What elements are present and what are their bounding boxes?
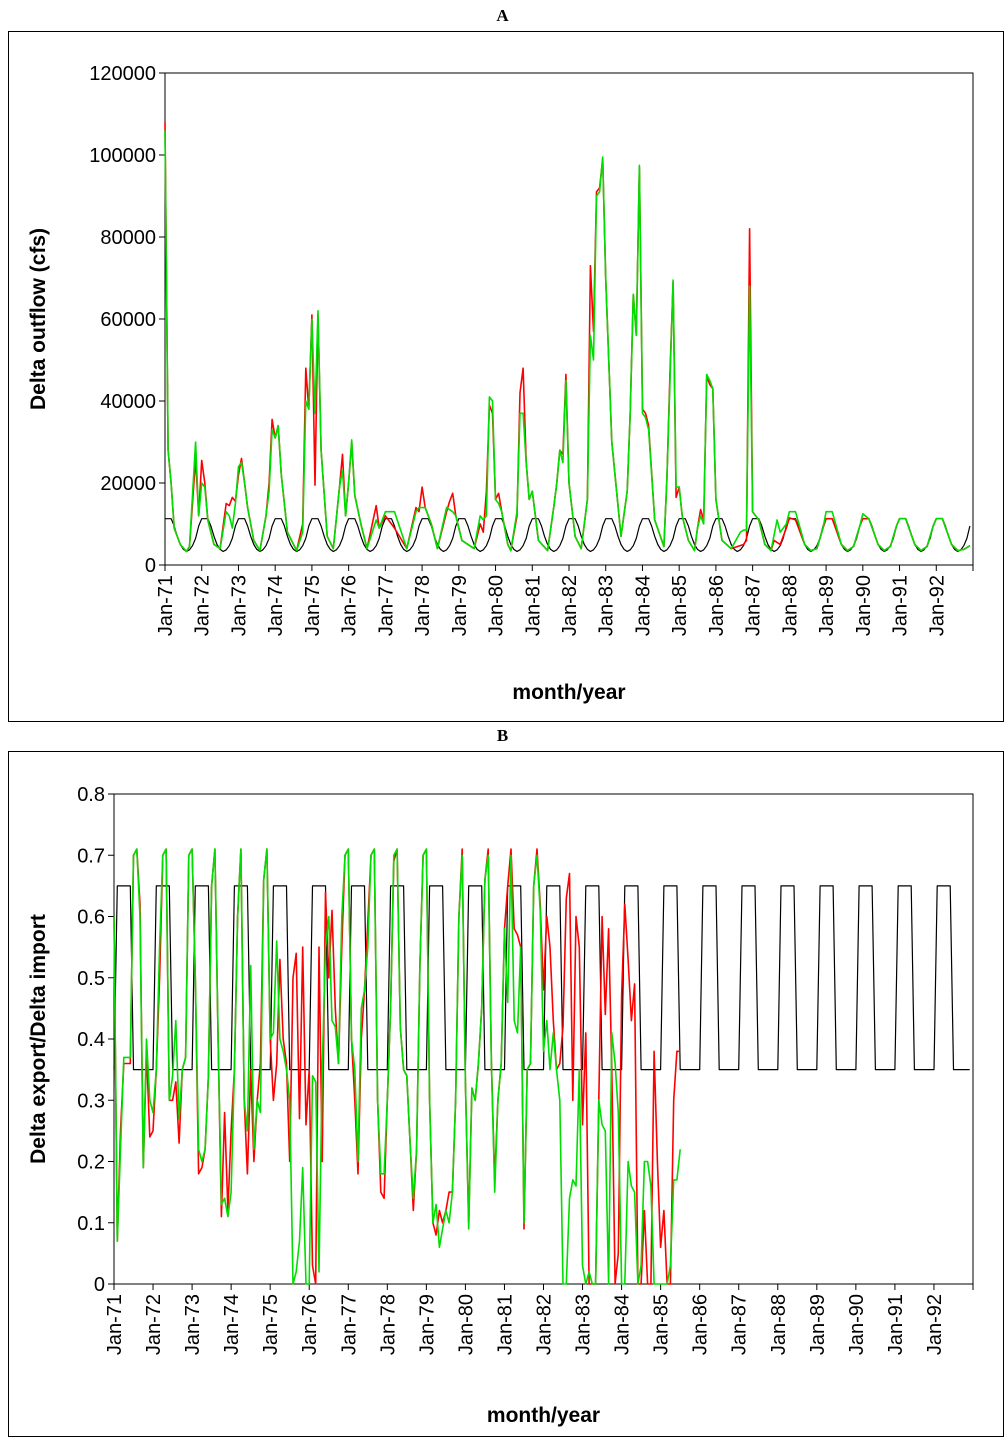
- panel-b-letter: B: [496, 726, 509, 745]
- panel-a-letter: A: [496, 6, 509, 25]
- panel-a-frame: [8, 31, 1004, 722]
- panel-b-frame: [8, 751, 1004, 1437]
